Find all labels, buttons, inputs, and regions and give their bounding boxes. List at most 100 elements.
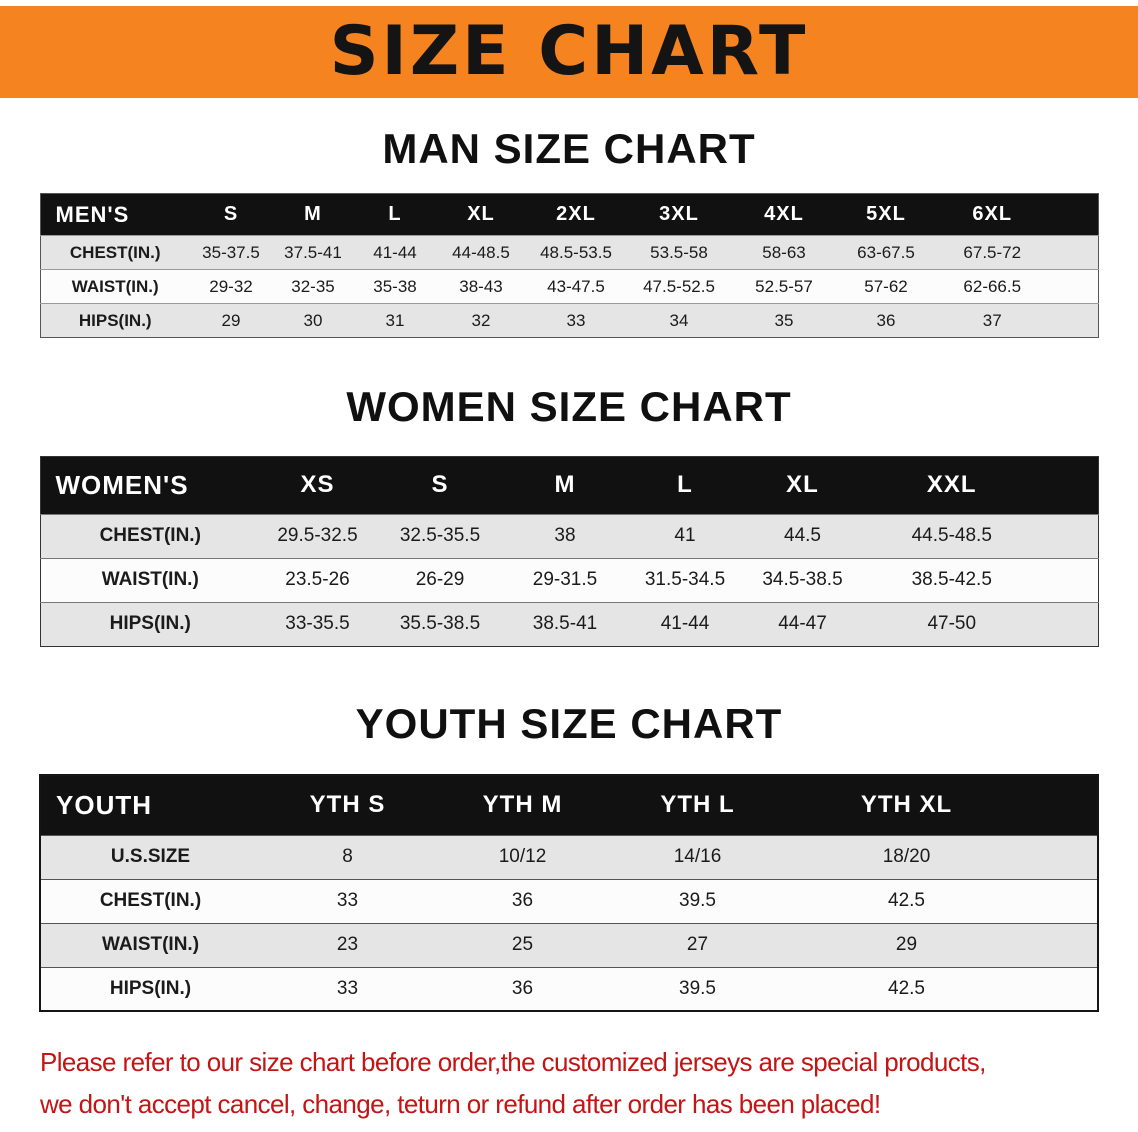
- table-label: MEN'S: [40, 193, 190, 236]
- size-value: 35.5-38.5: [375, 601, 505, 647]
- size-value: 33: [526, 303, 626, 338]
- size-column-header: 6XL: [936, 193, 1098, 236]
- size-value: 30: [272, 303, 354, 338]
- size-value: 36: [435, 966, 610, 1012]
- size-value: 32.5-35.5: [375, 513, 505, 559]
- size-column-header: XL: [436, 193, 526, 236]
- size-column-header: S: [190, 193, 272, 236]
- header-row: WOMEN'S XS S M L XL XXL: [40, 456, 1098, 515]
- men-size-table: MEN'S S M L XL 2XL 3XL 4XL 5XL 6XL CHEST(IN.) 35-37…: [39, 193, 1099, 339]
- size-value: 29: [785, 922, 1098, 968]
- size-value: 38.5-41: [505, 601, 625, 647]
- size-value: 32-35: [272, 269, 354, 304]
- row-label: CHEST(IN.): [40, 513, 260, 559]
- size-value: 41-44: [354, 235, 436, 270]
- table-row: HIPS(IN.) 29 30 31 32 33 34 35 36 37: [40, 303, 1098, 338]
- size-value: 58-63: [732, 235, 836, 270]
- table-row: CHEST(IN.) 29.5-32.5 32.5-35.5 38 41 44.5 44.5…: [40, 513, 1098, 559]
- youth-section-heading: YOUTH SIZE CHART: [355, 699, 783, 747]
- size-column-header: 5XL: [836, 193, 936, 236]
- row-label: HIPS(IN.): [40, 303, 190, 338]
- size-value: 31.5-34.5: [625, 557, 745, 603]
- size-value: 37: [936, 303, 1098, 338]
- size-value: 36: [435, 878, 610, 924]
- size-value: 38-43: [436, 269, 526, 304]
- women-size-table: WOMEN'S XS S M L XL XXL CHEST(IN.) 29.5-32.5 32.5…: [39, 455, 1099, 647]
- size-column-header: XS: [260, 456, 375, 515]
- size-column-header: M: [505, 456, 625, 515]
- size-value: 38: [505, 513, 625, 559]
- size-value: 41-44: [625, 601, 745, 647]
- table-row: WAIST(IN.) 23 25 27 29: [40, 922, 1098, 968]
- row-label: U.S.SIZE: [40, 834, 260, 880]
- row-label: WAIST(IN.): [40, 269, 190, 304]
- size-column-header: YTH XL: [785, 775, 1098, 836]
- size-value: 42.5: [785, 878, 1098, 924]
- table-row: WAIST(IN.) 29-32 32-35 35-38 38-43 43-47.5 47.…: [40, 269, 1098, 304]
- size-value: 18/20: [785, 834, 1098, 880]
- size-value: 29: [190, 303, 272, 338]
- header-row: YOUTH YTH S YTH M YTH L YTH XL: [40, 775, 1098, 836]
- size-value: 53.5-58: [626, 235, 732, 270]
- size-value: 8: [260, 834, 435, 880]
- table-row: CHEST(IN.) 33 36 39.5 42.5: [40, 878, 1098, 924]
- size-column-header: XXL: [860, 456, 1098, 515]
- size-column-header: XL: [745, 456, 860, 515]
- header-row: MEN'S S M L XL 2XL 3XL 4XL 5XL 6XL: [40, 193, 1098, 236]
- banner: SIZE CHART: [0, 6, 1138, 98]
- size-column-header: L: [354, 193, 436, 236]
- size-value: 14/16: [610, 834, 785, 880]
- size-value: 44-48.5: [436, 235, 526, 270]
- row-label: CHEST(IN.): [40, 235, 190, 270]
- table-row: WAIST(IN.) 23.5-26 26-29 29-31.5 31.5-34.5 34…: [40, 557, 1098, 603]
- disclaimer: Please refer to our size chart before or…: [40, 1042, 1138, 1125]
- row-label: HIPS(IN.): [40, 966, 260, 1012]
- size-column-header: YTH M: [435, 775, 610, 836]
- size-value: 35: [732, 303, 836, 338]
- size-value: 34: [626, 303, 732, 338]
- table-row: CHEST(IN.) 35-37.5 37.5-41 41-44 44-48.5 48.5…: [40, 235, 1098, 270]
- size-value: 57-62: [836, 269, 936, 304]
- size-value: 44-47: [745, 601, 860, 647]
- size-value: 32: [436, 303, 526, 338]
- men-section-heading: MAN SIZE CHART: [382, 125, 756, 172]
- size-value: 63-67.5: [836, 235, 936, 270]
- size-value: 52.5-57: [732, 269, 836, 304]
- table-row: HIPS(IN.) 33-35.5 35.5-38.5 38.5-41 41-44 44-…: [40, 601, 1098, 647]
- size-value: 48.5-53.5: [526, 235, 626, 270]
- size-value: 34.5-38.5: [745, 557, 860, 603]
- size-value: 47.5-52.5: [626, 269, 732, 304]
- size-column-header: 4XL: [732, 193, 836, 236]
- size-value: 27: [610, 922, 785, 968]
- size-column-header: YTH S: [260, 775, 435, 836]
- size-value: 35-38: [354, 269, 436, 304]
- size-value: 35-37.5: [190, 235, 272, 270]
- table-label: YOUTH: [40, 775, 260, 836]
- size-column-header: M: [272, 193, 354, 236]
- size-value: 37.5-41: [272, 235, 354, 270]
- page-title: SIZE CHART: [329, 12, 809, 91]
- table-row: HIPS(IN.) 33 36 39.5 42.5: [40, 966, 1098, 1012]
- row-label: WAIST(IN.): [40, 922, 260, 968]
- size-value: 36: [836, 303, 936, 338]
- size-value: 42.5: [785, 966, 1098, 1012]
- size-value: 67.5-72: [936, 235, 1098, 270]
- size-column-header: S: [375, 456, 505, 515]
- size-value: 31: [354, 303, 436, 338]
- size-value: 47-50: [860, 601, 1098, 647]
- size-value: 26-29: [375, 557, 505, 603]
- table-label: WOMEN'S: [40, 456, 260, 515]
- size-value: 29-31.5: [505, 557, 625, 603]
- size-value: 44.5-48.5: [860, 513, 1098, 559]
- size-column-header: YTH L: [610, 775, 785, 836]
- size-value: 33: [260, 966, 435, 1012]
- size-value: 10/12: [435, 834, 610, 880]
- size-value: 23.5-26: [260, 557, 375, 603]
- size-column-header: L: [625, 456, 745, 515]
- size-value: 33: [260, 878, 435, 924]
- row-label: WAIST(IN.): [40, 557, 260, 603]
- size-column-header: 2XL: [526, 193, 626, 236]
- size-value: 62-66.5: [936, 269, 1098, 304]
- youth-size-table: YOUTH YTH S YTH M YTH L YTH XL U.S.SIZE 8 10/12…: [39, 774, 1099, 1013]
